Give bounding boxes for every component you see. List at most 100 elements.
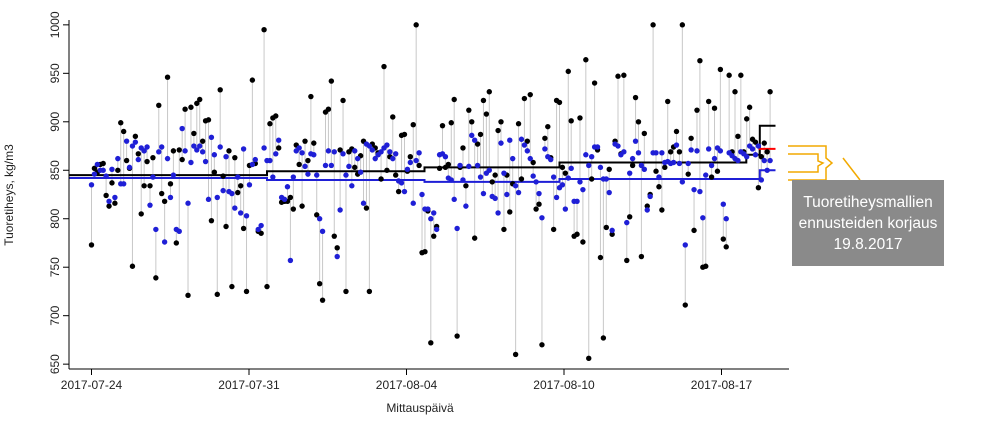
data-points: [88, 22, 773, 362]
black-data-point: [232, 154, 238, 161]
black-data-point: [308, 93, 314, 100]
blue-data-point: [340, 151, 346, 157]
blue-data-point: [682, 242, 688, 248]
inner-brace: [788, 153, 825, 173]
black-data-point: [603, 224, 609, 231]
black-data-point: [685, 171, 691, 177]
blue-data-point: [273, 151, 279, 157]
black-data-point: [199, 138, 206, 144]
blue-data-point: [685, 160, 691, 167]
blue-data-point: [188, 159, 194, 166]
blue-data-point: [492, 195, 498, 202]
blue-data-point: [360, 200, 367, 206]
black-data-point: [217, 87, 223, 93]
blue-data-point: [357, 169, 364, 175]
black-data-point: [556, 99, 563, 106]
x-axis-title: Mittauspäivä: [386, 401, 454, 415]
blue-data-point: [91, 171, 98, 177]
blue-data-point: [316, 216, 323, 222]
blue-data-point: [565, 175, 571, 181]
black-data-point: [717, 66, 724, 73]
blue-data-point: [401, 188, 408, 195]
blue-data-point: [594, 144, 601, 150]
black-data-point: [711, 105, 718, 111]
black-data-point: [451, 96, 457, 103]
blue-data-point: [240, 146, 247, 152]
blue-data-point: [129, 143, 136, 149]
blue-data-point: [527, 155, 533, 162]
black-data-point: [518, 176, 525, 182]
black-data-point: [574, 231, 580, 237]
black-data-point: [88, 242, 95, 248]
blue-data-point: [767, 157, 773, 164]
y-tick-label: 850: [48, 160, 62, 180]
blue-data-point: [179, 125, 185, 132]
blue-data-point: [255, 226, 261, 233]
black-data-point: [243, 288, 250, 295]
black-data-point: [688, 135, 694, 141]
blue-data-point: [717, 148, 724, 154]
blue-data-point: [349, 183, 355, 189]
black-data-point: [486, 89, 492, 95]
black-data-point: [755, 185, 762, 191]
blue-data-point: [141, 148, 147, 154]
x-tick-label: 2017-07-31: [218, 378, 280, 392]
blue-data-point: [299, 150, 305, 156]
blue-data-point: [469, 132, 475, 139]
black-data-point: [120, 128, 127, 135]
blue-data-point: [150, 174, 156, 180]
blue-data-point: [442, 153, 449, 160]
black-data-point: [164, 74, 171, 80]
blue-data-point: [641, 166, 648, 172]
blue-data-point: [270, 174, 276, 180]
blue-data-point: [586, 162, 592, 169]
black-data-point: [550, 226, 557, 233]
blue-data-point: [460, 177, 466, 183]
black-data-point: [761, 140, 767, 146]
blue-data-point: [659, 150, 665, 156]
black-data-point: [624, 257, 630, 264]
black-data-point: [679, 22, 686, 28]
blue-data-point: [705, 146, 712, 152]
black-data-point: [141, 183, 147, 189]
black-data-point: [752, 139, 759, 145]
blue-data-point: [548, 156, 554, 163]
blue-data-point: [577, 179, 583, 185]
black-data-point: [109, 180, 115, 186]
blue-data-point: [597, 164, 604, 171]
blue-data-point: [457, 162, 463, 169]
black-data-point: [530, 159, 536, 166]
blue-data-point: [120, 181, 127, 187]
black-data-point: [287, 194, 294, 201]
blue-data-point: [229, 190, 235, 197]
black-data-point: [211, 169, 218, 175]
black-data-point: [352, 164, 358, 171]
black-data-point: [290, 206, 297, 212]
blue-data-point: [428, 216, 434, 222]
black-data-point: [103, 192, 109, 199]
black-data-point: [521, 95, 528, 102]
black-data-point: [249, 77, 256, 83]
blue-data-point: [512, 183, 519, 189]
black-data-point: [460, 145, 466, 151]
blue-data-point: [112, 194, 118, 201]
blue-data-point: [416, 150, 422, 156]
x-tick-label: 2017-07-24: [61, 378, 123, 392]
black-data-point: [214, 291, 220, 298]
black-data-point: [588, 176, 595, 182]
blue-data-point: [627, 170, 633, 176]
outer-brace: [788, 145, 834, 181]
black-data-point: [267, 121, 273, 127]
blue-data-point: [764, 167, 770, 173]
black-data-point: [302, 138, 308, 144]
y-tick-label: 700: [48, 305, 62, 325]
blue-data-point: [194, 147, 200, 153]
black-data-point: [176, 147, 182, 153]
blue-data-point: [752, 152, 759, 158]
blue-data-point: [542, 146, 548, 152]
blue-data-point: [515, 189, 522, 196]
blue-data-point: [366, 143, 373, 149]
black-data-point: [428, 340, 434, 346]
black-data-point: [185, 292, 191, 299]
black-data-point: [410, 122, 416, 128]
